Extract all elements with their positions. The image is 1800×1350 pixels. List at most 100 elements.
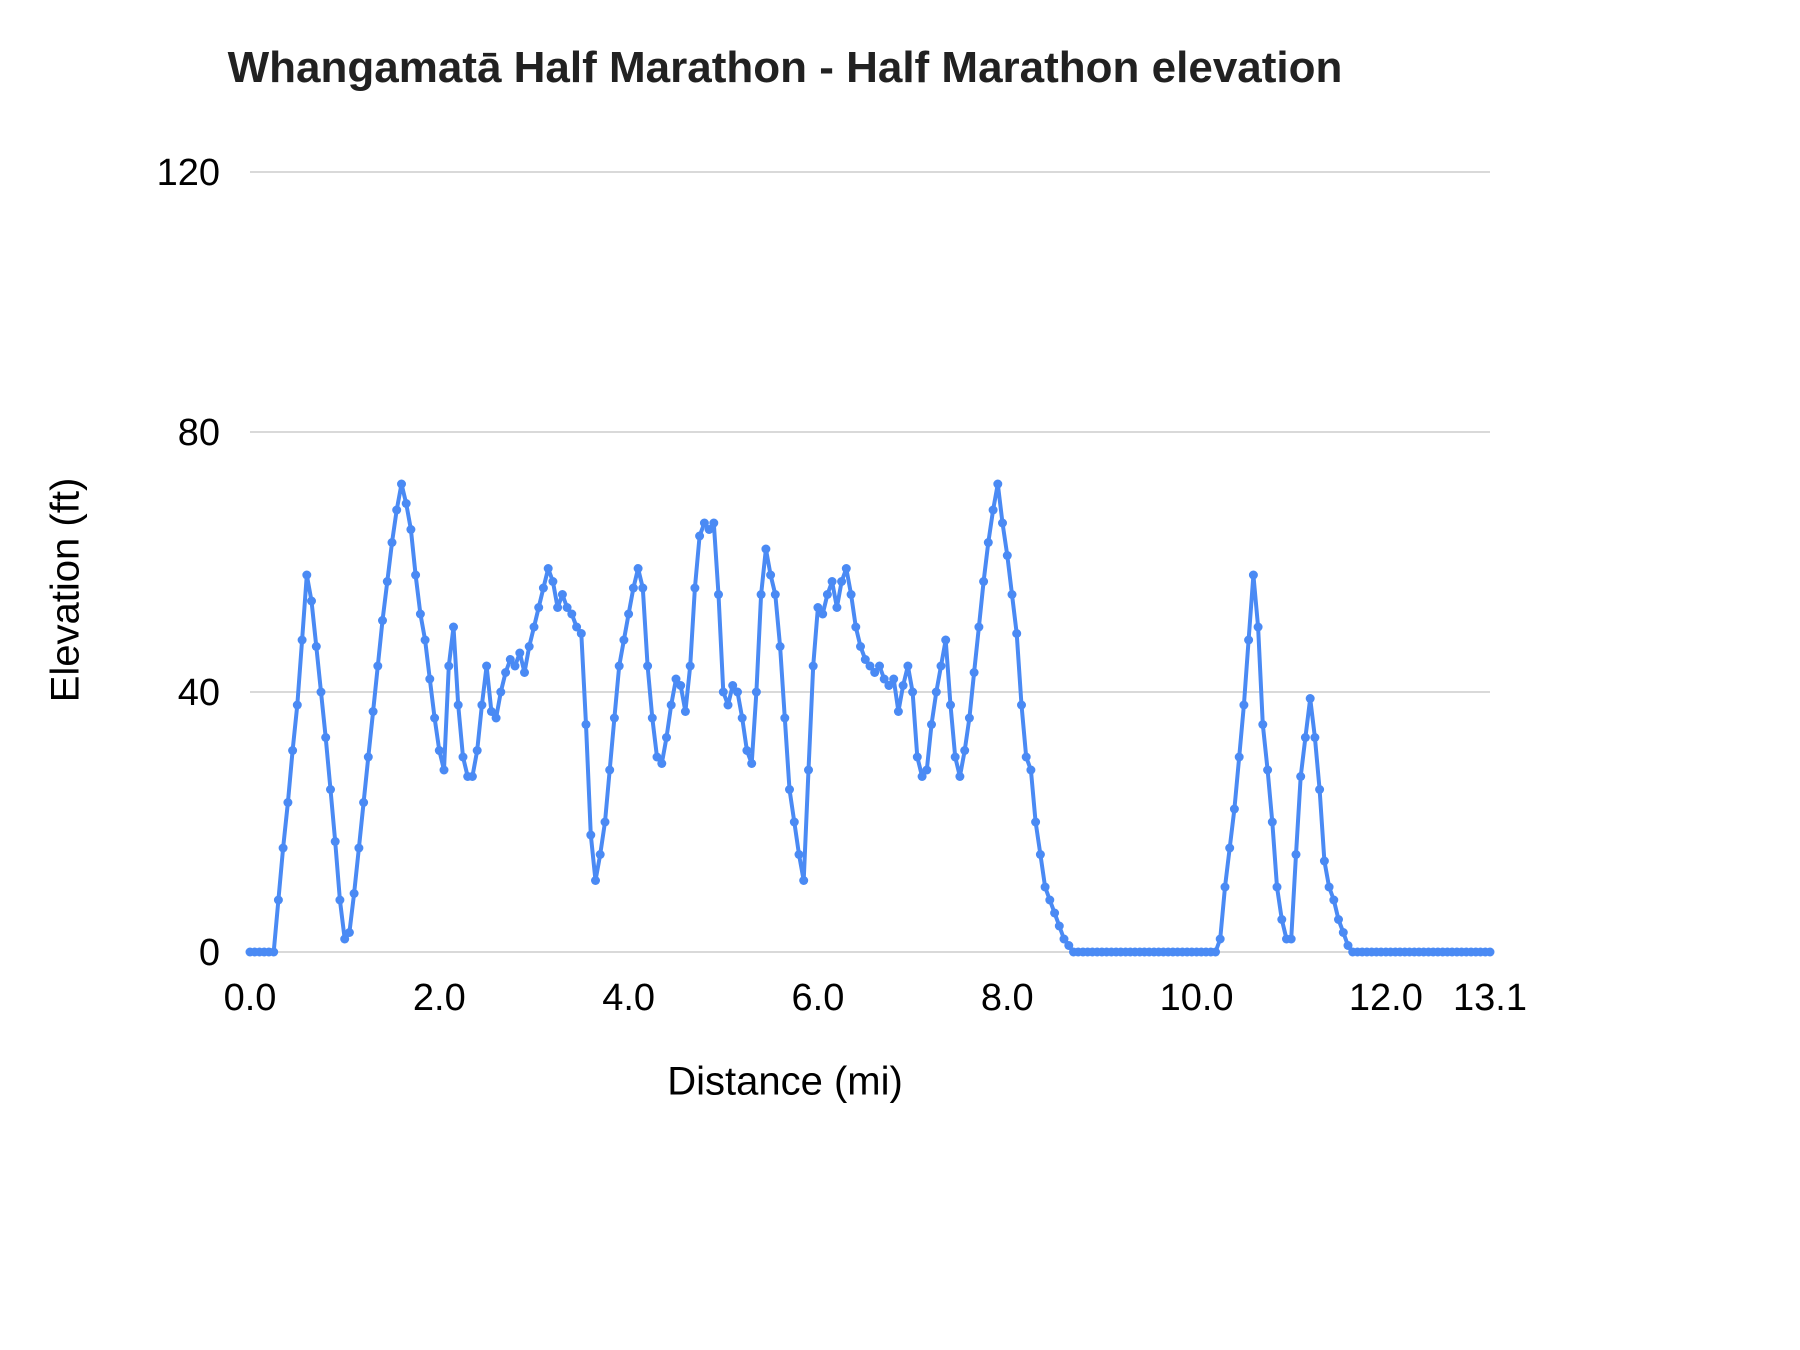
y-tick-label: 120 <box>157 152 220 194</box>
x-tick-label: 2.0 <box>413 977 466 1019</box>
data-point-marker <box>307 596 316 606</box>
data-point-marker <box>534 603 544 612</box>
y-tick-label: 40 <box>178 672 220 714</box>
data-point-marker <box>1286 934 1296 944</box>
data-point-marker <box>1291 850 1301 859</box>
data-point-marker <box>851 622 861 632</box>
data-point-marker <box>860 655 870 664</box>
data-point-marker <box>718 687 728 697</box>
data-point-marker <box>690 583 700 593</box>
data-point-marker <box>430 713 440 723</box>
data-point-marker <box>747 759 757 768</box>
data-point-marker <box>586 830 596 840</box>
data-point-marker <box>605 765 615 775</box>
data-point-marker <box>1064 941 1074 950</box>
data-point-marker <box>1324 882 1334 892</box>
data-point-marker <box>349 889 359 898</box>
data-point-marker <box>870 668 880 677</box>
data-point-marker <box>553 603 563 612</box>
x-tick-label: 4.0 <box>602 977 655 1019</box>
data-point-marker <box>676 681 686 690</box>
data-point-marker <box>326 785 335 794</box>
data-point-marker <box>1253 622 1263 632</box>
data-point-marker <box>283 798 293 807</box>
data-point-marker <box>908 687 918 697</box>
data-point-marker <box>941 635 951 645</box>
data-point-marker <box>572 622 582 632</box>
data-point-marker <box>1045 895 1055 905</box>
data-point-marker <box>709 518 719 528</box>
data-point-marker <box>1234 752 1244 762</box>
data-point-marker <box>335 895 345 905</box>
data-point-marker <box>628 583 638 593</box>
x-tick-label: 6.0 <box>792 977 845 1019</box>
data-point-marker <box>714 590 723 599</box>
data-point-marker <box>695 531 705 541</box>
data-point-marker <box>397 479 406 489</box>
data-point-marker <box>927 720 936 729</box>
data-point-marker <box>434 746 444 755</box>
data-point-marker <box>415 609 425 619</box>
data-point-marker <box>472 746 482 755</box>
data-point-marker <box>865 661 875 671</box>
data-point-marker <box>761 544 771 554</box>
data-point-marker <box>1485 947 1495 957</box>
data-point-marker <box>453 700 463 710</box>
data-point-marker <box>643 661 653 671</box>
data-point-marker <box>1017 700 1026 710</box>
data-point-marker <box>633 564 643 573</box>
data-point-marker <box>979 577 989 586</box>
data-point-marker <box>903 661 913 671</box>
data-point-marker <box>685 661 695 671</box>
data-point-marker <box>1258 720 1268 729</box>
data-point-marker <box>1244 635 1254 645</box>
data-point-marker <box>733 687 742 697</box>
data-point-marker <box>1305 694 1315 703</box>
data-point-marker <box>387 538 397 547</box>
data-point-marker <box>557 590 567 599</box>
data-point-marker <box>983 538 993 547</box>
data-point-marker <box>273 895 283 905</box>
data-point-marker <box>477 700 487 710</box>
data-point-marker <box>813 603 823 612</box>
data-point-marker <box>889 674 899 684</box>
data-point-marker <box>827 577 837 586</box>
data-point-marker <box>482 661 492 671</box>
data-point-marker <box>406 525 416 534</box>
data-point-marker <box>837 577 847 586</box>
data-point-marker <box>501 668 511 677</box>
data-point-marker <box>1338 928 1348 937</box>
data-point-marker <box>998 518 1007 528</box>
y-tick-label: 0 <box>199 932 220 974</box>
data-point-marker <box>401 499 411 508</box>
data-point-marker <box>600 817 610 827</box>
x-tick-label: 10.0 <box>1160 977 1234 1019</box>
data-point-marker <box>1211 947 1220 957</box>
data-point-marker <box>359 798 369 807</box>
data-point-marker <box>1263 765 1273 775</box>
data-point-marker <box>879 674 889 684</box>
data-point-marker <box>804 765 813 775</box>
data-point-marker <box>595 850 605 859</box>
data-point-marker <box>1277 915 1287 924</box>
data-point-marker <box>662 733 671 742</box>
data-point-marker <box>846 590 856 599</box>
data-point-marker <box>1248 570 1258 580</box>
data-point-marker <box>931 687 941 697</box>
data-point-marker <box>425 674 435 684</box>
x-tick-label: 12.0 <box>1349 977 1423 1019</box>
data-point-marker <box>619 635 629 645</box>
data-point-marker <box>1334 915 1343 924</box>
y-tick-label: 80 <box>178 412 220 454</box>
data-point-marker <box>378 616 387 625</box>
data-point-marker <box>1021 752 1031 762</box>
data-point-marker <box>1319 856 1329 866</box>
data-point-marker <box>1229 804 1239 814</box>
data-point-marker <box>799 876 809 885</box>
data-point-marker <box>680 707 690 716</box>
x-tick-label: 13.1 <box>1453 977 1527 1019</box>
data-point-marker <box>363 752 373 762</box>
x-tick-label: 8.0 <box>981 977 1034 1019</box>
chart-title: Whangamatā Half Marathon - Half Marathon… <box>227 43 1343 92</box>
data-point-marker <box>543 564 553 573</box>
